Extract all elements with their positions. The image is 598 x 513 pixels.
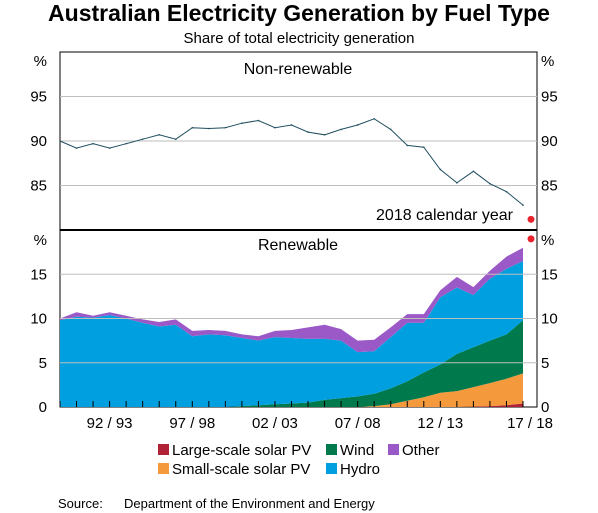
- non-renewable-point: [307, 131, 309, 133]
- top-y-axis: 85 85 90 90 95 95: [30, 89, 557, 195]
- non-renewable-point: [257, 119, 260, 122]
- x-tick-label: 97 / 98: [169, 415, 215, 432]
- chart-title: Australian Electricity Generation by Fue…: [48, 0, 550, 26]
- bottom-y-tick-right: 5: [541, 355, 549, 372]
- non-renewable-point: [141, 138, 144, 141]
- renewable-stacked-areas: [60, 247, 523, 407]
- top-y-tick-right: 90: [541, 133, 558, 150]
- non-renewable-point: [208, 127, 210, 130]
- non-renewable-point: [389, 128, 392, 131]
- non-renewable-point: [456, 182, 458, 184]
- top-y-tick-right: 95: [541, 89, 558, 106]
- legend-label: Wind: [340, 442, 374, 459]
- bottom-y-tick-right: 15: [541, 266, 558, 283]
- bottom-y-tick-right: 0: [541, 399, 549, 416]
- source-text: Department of the Environment and Energy: [124, 496, 375, 511]
- legend-swatch-large-solar: [158, 444, 169, 455]
- non-renewable-point: [406, 144, 409, 147]
- chart-subtitle: Share of total electricity generation: [184, 30, 415, 47]
- legend-label: Other: [402, 442, 440, 459]
- bottom-y-tick-left: 0: [39, 399, 47, 416]
- non-renewable-point: [522, 204, 524, 206]
- area-hydro: [60, 261, 523, 407]
- top-y-tick-right: 85: [541, 178, 558, 195]
- x-tick-label: 02 / 03: [252, 415, 298, 432]
- non-renewable-point: [174, 138, 177, 141]
- non-renewable-point: [241, 122, 243, 124]
- legend-swatch-wind: [326, 444, 337, 455]
- non-renewable-point: [290, 124, 293, 126]
- area-other: [60, 247, 523, 353]
- area-wind: [60, 320, 523, 407]
- legend-label: Hydro: [340, 461, 380, 478]
- calendar-2018-annotation: 2018 calendar year: [376, 207, 514, 224]
- non-renewable-point: [92, 142, 94, 145]
- non-renewable-point: [472, 170, 475, 173]
- legend-swatch-other: [388, 444, 399, 455]
- bottom-gridlines: [60, 273, 537, 364]
- non-renewable-point: [373, 117, 375, 120]
- top-gridlines: [60, 96, 537, 186]
- bottom-right-unit: %: [541, 232, 554, 249]
- legend-swatch-small-solar: [158, 463, 169, 474]
- legend-swatch-hydro: [326, 463, 337, 474]
- non-renewable-point: [191, 126, 194, 129]
- non-renewable-point: [224, 126, 227, 129]
- bottom-y-tick-left: 15: [30, 266, 47, 283]
- x-tick-label: 17 / 18: [507, 415, 553, 432]
- bottom-y-tick-left: 10: [30, 311, 47, 328]
- top-left-unit: %: [34, 53, 47, 70]
- non-renewable-point: [108, 147, 111, 149]
- bottom-panel-title: Renewable: [258, 237, 338, 254]
- x-axis: 92 / 93 97 / 98 02 / 03 07 / 08 12 / 13 17 / …: [59, 401, 553, 432]
- area-small-solar: [60, 373, 523, 407]
- top-right-unit: %: [541, 53, 554, 70]
- non-renewable-point: [422, 146, 425, 149]
- bottom-y-tick-right: 10: [541, 311, 558, 328]
- top-y-tick-left: 90: [30, 133, 47, 150]
- x-tick-label: 07 / 08: [335, 415, 381, 432]
- non-renewable-point: [356, 124, 359, 126]
- top-y-tick-left: 95: [30, 89, 47, 106]
- non-renewable-point: [125, 142, 127, 145]
- non-renewable-point: [59, 140, 61, 142]
- bottom-y-tick-left: 5: [39, 355, 47, 372]
- non-renewable-point: [489, 182, 491, 185]
- bottom-left-unit: %: [34, 232, 47, 249]
- legend-label: Small-scale solar PV: [172, 461, 310, 478]
- area-large-solar: [60, 403, 523, 407]
- calendar-2018-marker-renewable: [527, 235, 535, 243]
- source-label: Source:: [58, 496, 103, 511]
- non-renewable-point: [75, 147, 78, 149]
- non-renewable-point: [274, 126, 276, 129]
- non-renewable-point: [158, 133, 161, 136]
- x-tick-label: 12 / 13: [417, 415, 463, 432]
- x-tick-label: 92 / 93: [87, 415, 133, 432]
- non-renewable-point: [439, 168, 442, 171]
- non-renewable-point: [505, 190, 508, 193]
- top-y-tick-left: 85: [30, 178, 47, 195]
- non-renewable-points: [59, 117, 524, 206]
- non-renewable-series-line: [59, 118, 524, 206]
- legend: Large-scale solar PV Wind Other Small-scale…: [158, 442, 440, 478]
- bottom-y-axis: 0 0 5 5 10 10 15 15: [30, 266, 557, 416]
- non-renewable-point: [340, 128, 342, 131]
- calendar-2018-marker-nonrenewable: [527, 215, 535, 223]
- legend-label: Large-scale solar PV: [172, 442, 311, 459]
- non-renewable-point: [323, 133, 326, 136]
- top-panel-title: Non-renewable: [244, 61, 353, 78]
